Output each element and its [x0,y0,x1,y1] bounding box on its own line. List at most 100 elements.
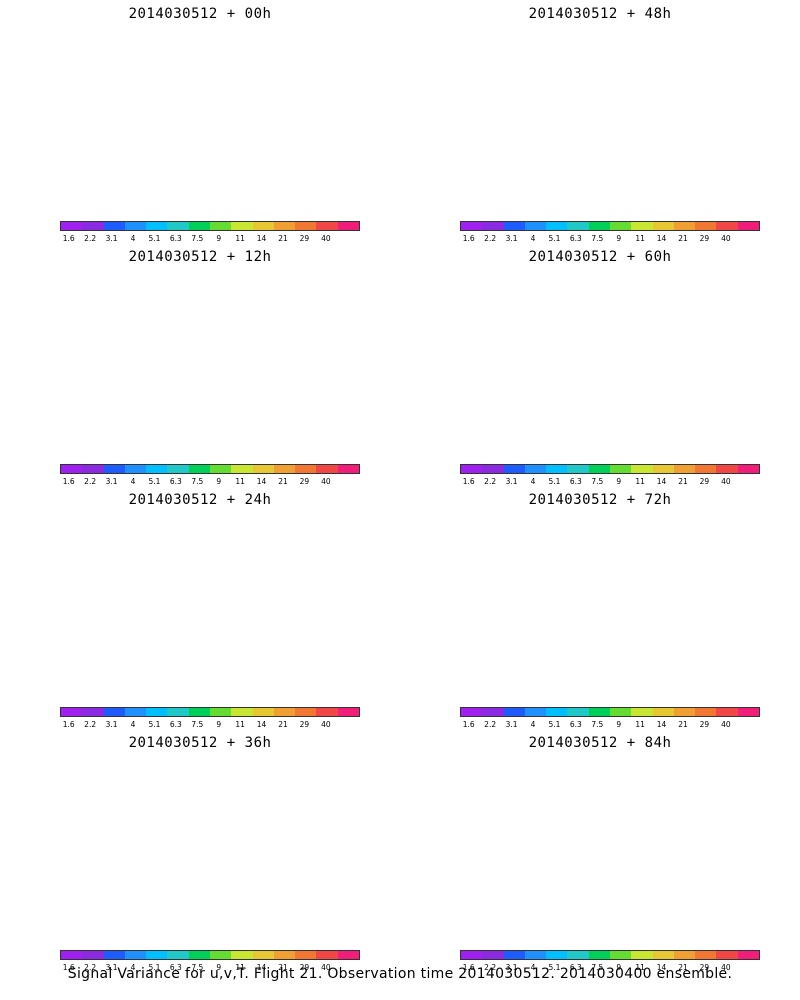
variance-blob [58,333,87,371]
colorbar-label: 2.2 [484,234,497,243]
colorbar-segment [167,951,189,959]
variance-blob [424,129,471,155]
colorbar-segment [524,708,547,716]
variance-blob [474,271,505,292]
colorbar-segment [695,465,717,473]
variance-blob [476,332,510,356]
longitude-line [231,537,262,693]
variance-blob [589,415,619,458]
latitude-line [21,562,379,636]
variance-blob [163,62,211,81]
variance-blob [91,663,144,687]
variance-blob [479,593,531,613]
variance-blob [293,839,362,856]
variance-blob [561,569,602,591]
latitude-line [466,31,734,86]
colorbar-label: 3.1 [505,477,518,486]
colorbar-label: 7.5 [191,234,204,243]
colorbar-segment [609,708,632,716]
colorbar [460,221,760,231]
longitude-line [24,28,112,161]
colorbar-labels: 1.6 2.2 3.1 4 5.1 6.3 7.5 9 11 14 21 29 40 [56,720,356,730]
missing-data-area [60,31,84,41]
map-panel-60h: 2014030512 + 60h 1.6 2.2 3.1 4 5.1 6.3 7.5 9 11 14… [400,243,800,486]
variance-blob [646,775,676,805]
colorbar-label: 29 [699,963,710,972]
colorbar-segment [82,708,104,716]
variance-blob [736,138,765,156]
variance-blob [495,126,555,141]
variance-blob [749,390,800,416]
colorbar-segment [524,222,547,230]
colorbar-label: 2.2 [84,963,97,972]
colorbar-segment [273,222,296,230]
colorbar-labels: 1.6 2.2 3.1 4 5.1 6.3 7.5 9 11 14 21 29 40 [456,234,756,244]
variance-blob [124,874,194,902]
colorbar-label: 29 [299,720,310,729]
colorbar-label: 40 [321,720,331,729]
longitude-line [479,772,539,919]
colorbar-segment [167,222,189,230]
colorbar-label: 11 [235,963,245,972]
variance-blob [216,828,239,845]
variance-blob [229,790,253,817]
colorbar-label: 21 [678,720,688,729]
longitude-line [424,271,512,404]
variance-blob [642,783,707,818]
colorbar-labels: 1.6 2.2 3.1 4 5.1 6.3 7.5 9 11 14 21 29 40 [456,720,756,730]
colorbar-label: 40 [721,963,731,972]
colorbar-label: 2.2 [484,963,497,972]
variance-blob [138,628,161,659]
colorbar-label: 5.1 [148,963,161,972]
colorbar-label: 14 [656,963,667,972]
longitude-line [688,757,776,890]
variance-blob [401,857,446,887]
latitude-line [421,805,779,879]
colorbar-segment [503,222,525,230]
colorbar-segment [273,951,296,959]
colorbar-label: 21 [678,963,688,972]
colorbar-segment [82,951,104,959]
colorbar-label: 5.1 [548,234,561,243]
variance-blob [485,623,524,644]
colorbar-segment [482,951,504,959]
colorbar-segment [146,708,168,716]
variance-blob [400,313,451,353]
colorbar-label: 6.3 [169,963,182,972]
variance-blob [97,823,145,860]
latitude-line [21,805,379,879]
variance-blob [338,562,363,604]
colorbar-label: 2.2 [484,720,497,729]
colorbar-label: 29 [299,477,310,486]
colorbar-segment [588,708,610,716]
variance-blob [105,863,136,900]
longitude-line [631,780,662,936]
map-panel-84h: 2014030512 + 84h 1.6 2.2 3.1 4 5.1 6.3 7.5 9 11 14… [400,729,800,972]
variance-blob [488,535,525,557]
variance-blob [378,364,400,390]
variance-blob [473,410,499,450]
variance-blob [645,84,681,103]
colorbar-label: 14 [656,720,667,729]
variance-blob [239,430,305,453]
colorbar-segment [252,222,274,230]
variance-blob [400,66,441,101]
colorbar-label: 6.3 [169,234,182,243]
colorbar-label: 29 [699,720,710,729]
variance-blob [199,564,228,586]
longitude-line [260,772,320,919]
colorbar-label: 14 [256,963,267,972]
variance-blob [672,28,705,58]
colorbar-segment [337,708,359,716]
variance-blob [427,293,470,337]
missing-data-area [306,359,335,383]
variance-blob [703,64,756,95]
latitude-line [0,342,400,425]
variance-map [0,271,400,461]
variance-blob [558,817,614,860]
longitude-line [660,529,720,676]
latitude-line [421,562,779,636]
variance-blob [340,107,391,123]
variance-blob [185,298,219,324]
colorbar-segment [695,708,717,716]
